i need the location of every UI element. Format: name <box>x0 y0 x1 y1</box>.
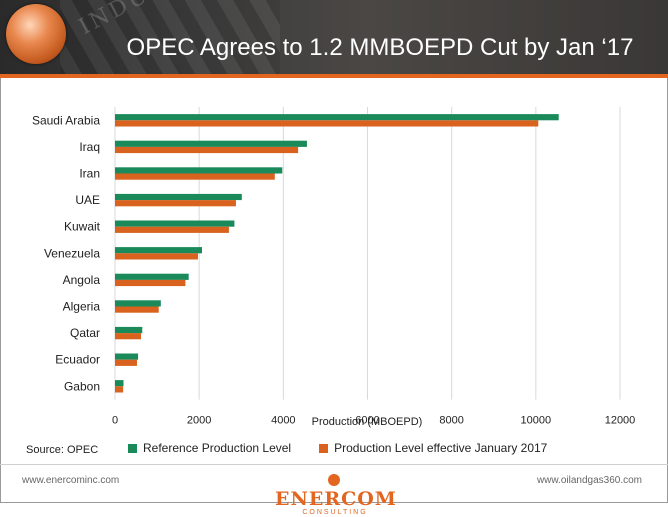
slide-title: OPEC Agrees to 1.2 MMBOEPD Cut by Jan ‘1… <box>126 34 634 61</box>
x-tick-label: 8000 <box>439 415 463 427</box>
header-accent-bar <box>0 74 668 78</box>
category-label: Iran <box>79 167 100 181</box>
bar-reference <box>115 220 235 227</box>
enercom-sphere-logo-icon <box>6 4 66 64</box>
grid-layer <box>114 107 621 400</box>
production-bar-chart: 0 2000 4000 6000 8000 10000 12000 Saudi Arabia I… <box>32 107 635 428</box>
slide-header: INDUSTRY OPEC Agrees to 1.2 MMBOEPD Cut … <box>0 0 668 76</box>
legend-label-reference: Reference Production Level <box>143 441 292 455</box>
bar-jan-2017 <box>115 226 229 233</box>
bar-jan-2017 <box>115 200 236 207</box>
category-label: Ecuador <box>55 353 100 367</box>
category-label: Saudi Arabia <box>32 113 100 127</box>
bar-layer <box>115 114 559 393</box>
bar-reference <box>115 353 139 360</box>
x-tick-label: 10000 <box>521 415 552 427</box>
category-label: Algeria <box>63 300 101 314</box>
x-tick-label: 12000 <box>605 415 636 427</box>
x-tick-label: 2000 <box>187 415 211 427</box>
enercom-brand-logo: ENERCOM CONSULTING <box>275 469 397 517</box>
header-texture <box>60 0 280 76</box>
legend-label-jan-2017: Production Level effective January 2017 <box>334 441 548 455</box>
legend-item-jan-2017: Production Level effective January 2017 <box>319 441 547 455</box>
bar-reference <box>115 300 161 307</box>
chart-legend: Reference Production Level Production Le… <box>128 441 547 455</box>
legend-item-reference: Reference Production Level <box>128 441 291 455</box>
bar-jan-2017 <box>115 173 275 180</box>
category-label: Angola <box>63 273 101 287</box>
category-label: Qatar <box>70 326 100 340</box>
bar-jan-2017 <box>115 279 186 287</box>
x-tick-label: 4000 <box>271 415 295 427</box>
footer-left-url[interactable]: www.enercominc.com <box>22 475 120 486</box>
footer-right-url[interactable]: www.oilandgas360.com <box>536 475 642 486</box>
legend-swatch-jan-2017 <box>319 443 329 453</box>
brand-subtitle: CONSULTING <box>302 509 368 516</box>
bar-reference <box>115 273 189 280</box>
brand-name: ENERCOM <box>275 488 397 510</box>
bar-reference <box>115 247 202 254</box>
label-layer: 0 2000 4000 6000 8000 10000 12000 Saudi Arabia I… <box>32 113 635 426</box>
bar-reference <box>115 140 307 147</box>
x-tick-label: 0 <box>112 415 118 427</box>
bar-reference <box>115 380 124 387</box>
bar-jan-2017 <box>115 359 137 366</box>
category-label: UAE <box>75 193 100 207</box>
brand-star-icon <box>328 474 340 486</box>
bar-reference <box>115 193 242 201</box>
bar-reference <box>115 326 143 334</box>
bar-jan-2017 <box>115 306 159 313</box>
legend-swatch-reference <box>128 443 137 453</box>
category-label: Venezuela <box>44 246 100 260</box>
slide-footer: www.enercominc.com ENERCOM CONSULTING ww… <box>0 464 668 516</box>
bar-reference <box>115 167 283 174</box>
category-label: Iraq <box>79 140 100 154</box>
bar-reference <box>115 114 559 121</box>
bar-jan-2017 <box>115 146 299 154</box>
bar-jan-2017 <box>115 386 124 393</box>
source-note: Source: OPEC <box>26 444 99 456</box>
category-label: Kuwait <box>64 220 101 234</box>
category-label: Gabon <box>64 379 100 393</box>
bar-jan-2017 <box>115 120 539 127</box>
bar-jan-2017 <box>115 333 142 340</box>
x-axis-label: Production (MBOEPD) <box>312 416 423 428</box>
bar-jan-2017 <box>115 253 198 260</box>
x-tick-label: 6000 <box>355 415 379 427</box>
